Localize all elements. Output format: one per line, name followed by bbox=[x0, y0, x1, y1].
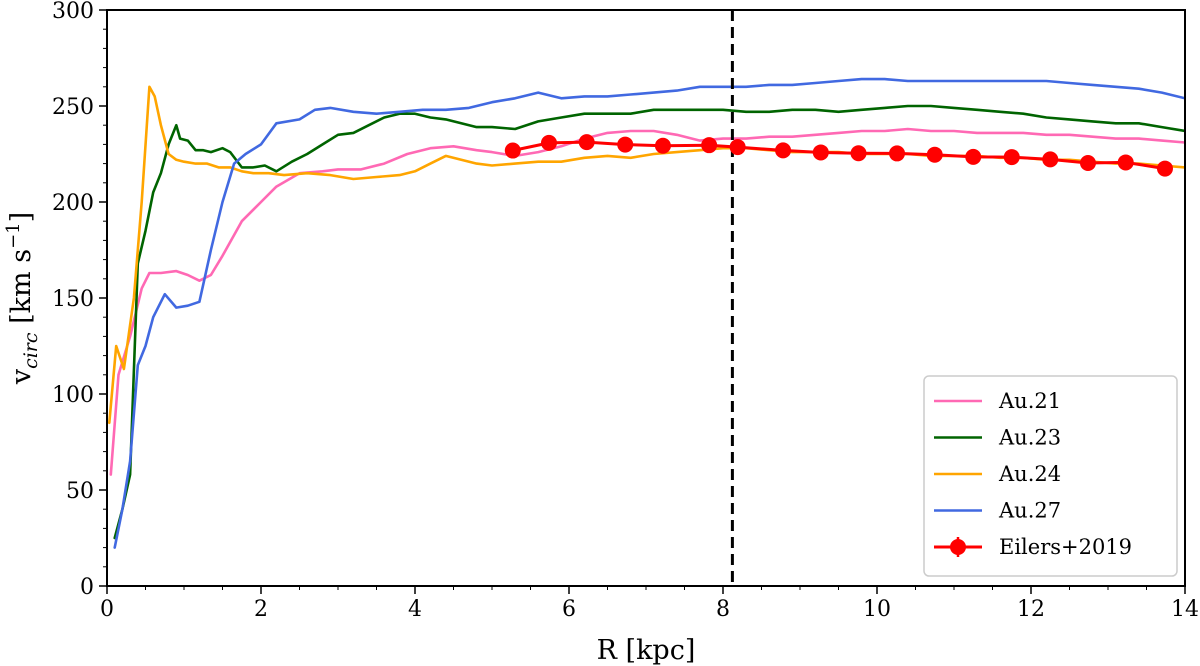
y-tick-label: 50 bbox=[66, 479, 94, 504]
observed-point bbox=[1042, 151, 1059, 168]
legend-label-au-21: Au.21 bbox=[998, 389, 1061, 413]
series-line-au-24 bbox=[108, 85, 1185, 425]
y-tick-label: 200 bbox=[52, 191, 94, 216]
x-tick-label: 14 bbox=[1171, 597, 1199, 622]
observed-point bbox=[1079, 155, 1096, 172]
observed-point bbox=[1117, 154, 1134, 171]
x-tick-label: 2 bbox=[254, 597, 268, 622]
x-tick-label: 10 bbox=[863, 597, 891, 622]
x-tick-label: 8 bbox=[716, 597, 730, 622]
observed-point bbox=[965, 148, 982, 165]
observed-point bbox=[504, 142, 521, 159]
x-tick-label: 0 bbox=[100, 597, 114, 622]
x-tick-label: 12 bbox=[1017, 597, 1045, 622]
y-axis-label-main: v bbox=[6, 368, 37, 385]
ticks-layer: 0 2 4 6 8 10 12 14 0 50 100 150 200 250 300 bbox=[52, 0, 1199, 622]
observed-point bbox=[701, 137, 718, 154]
x-tick-label: 4 bbox=[408, 597, 422, 622]
legend-label-au-24: Au.24 bbox=[998, 462, 1061, 486]
legend-label-au-27: Au.27 bbox=[998, 499, 1061, 523]
observed-data-layer bbox=[504, 134, 1173, 177]
y-tick-label: 100 bbox=[52, 383, 94, 408]
legend-label-au-23: Au.23 bbox=[998, 426, 1061, 450]
observed-point bbox=[889, 145, 906, 162]
observed-point bbox=[654, 137, 671, 154]
observed-point bbox=[617, 136, 634, 153]
y-axis-label-superscript: −1 bbox=[3, 222, 24, 249]
observed-point bbox=[1003, 149, 1020, 166]
y-axis-label-unit: [km s bbox=[6, 249, 37, 333]
y-axis-label-close: ] bbox=[6, 212, 37, 223]
x-axis-label: R [kpc] bbox=[597, 635, 696, 666]
series-line-au-27 bbox=[113, 77, 1185, 549]
observed-point bbox=[775, 142, 792, 159]
observed-point bbox=[1156, 160, 1173, 177]
y-axis-label-subscript: circ bbox=[20, 332, 42, 369]
y-tick-label: 250 bbox=[52, 95, 94, 120]
y-tick-label: 300 bbox=[52, 0, 94, 24]
observed-point bbox=[578, 134, 595, 151]
y-tick-label: 0 bbox=[80, 575, 94, 600]
y-axis-label: vcirc [km s−1] bbox=[3, 212, 42, 385]
x-tick-label: 6 bbox=[562, 597, 576, 622]
legend-marker bbox=[950, 539, 966, 555]
legend-label-eilers-2019: Eilers+2019 bbox=[999, 535, 1132, 559]
observed-point bbox=[926, 146, 943, 163]
plot-frame bbox=[106, 9, 1186, 587]
observed-point bbox=[850, 145, 867, 162]
observed-point bbox=[540, 134, 557, 151]
y-tick-label: 150 bbox=[52, 287, 94, 312]
observed-point bbox=[812, 144, 829, 161]
legend: Au.21 Au.23 Au.24 Au.27 Eilers+2019 bbox=[923, 375, 1178, 577]
observed-point bbox=[729, 139, 746, 156]
series-line-au-23 bbox=[113, 104, 1185, 540]
legend-box bbox=[923, 375, 1178, 577]
